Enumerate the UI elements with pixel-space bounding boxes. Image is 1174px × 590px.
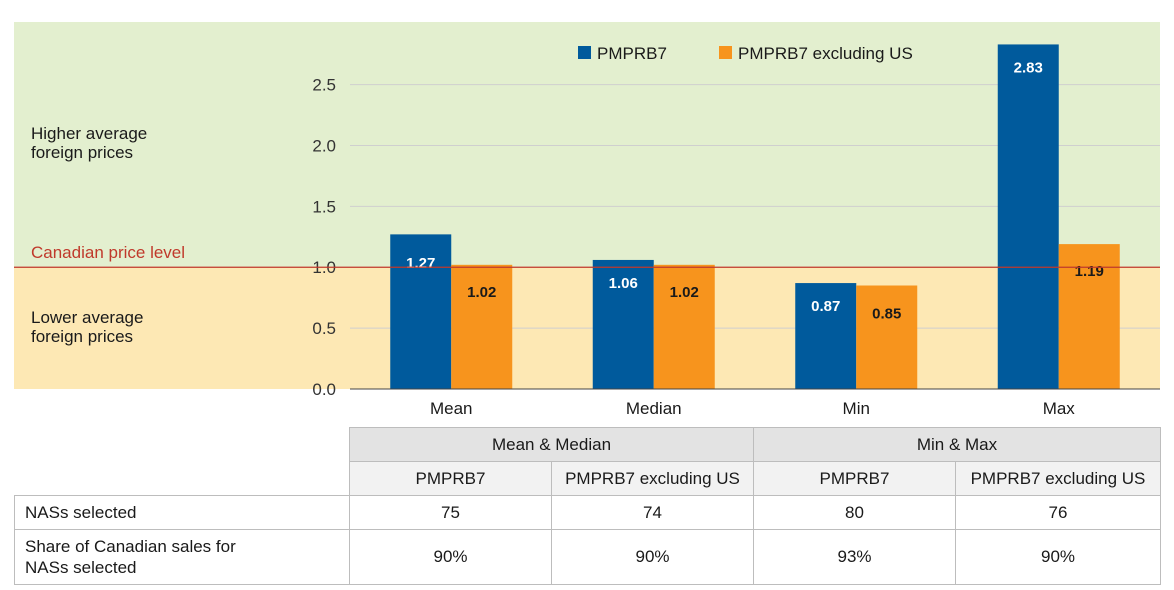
bar-value-label: 0.87 [811,298,840,315]
legend-swatch [578,46,591,59]
reference-line-label: Canadian price level [31,243,185,262]
table-corner [15,462,350,496]
bar-value-label: 1.19 [1075,263,1104,280]
group-header-mean-median: Mean & Median [349,427,754,462]
row-label-share-of-sales: Share of Canadian sales for NASs selecte… [14,529,350,585]
table-cell: 80 [753,495,956,530]
bar [451,264,513,389]
table-row: Share of Canadian sales for NASs selecte… [14,529,1161,585]
y-tick-label: 0.5 [312,319,336,338]
region-label-above: foreign prices [31,143,133,162]
bar [390,234,452,389]
bar [856,285,918,389]
legend-swatch [719,46,732,59]
x-category-label: Median [626,399,682,418]
x-category-label: Max [1043,399,1076,418]
table-row: NASs selected 75 74 80 76 [14,495,1161,530]
bar-value-label: 0.85 [872,306,901,323]
y-tick-label: 0.0 [312,380,336,399]
sub-header: PMPRB7 [753,461,956,496]
bar-value-label: 2.83 [1014,59,1043,76]
bar [653,264,715,389]
sub-header: PMPRB7 [349,461,552,496]
sub-header: PMPRB7 excluding US [955,461,1161,496]
data-table: Mean & Median Min & Max PMPRB7 PMPRB7 ex… [14,427,1161,585]
table-cell: 76 [955,495,1161,530]
y-tick-label: 2.0 [312,136,336,155]
row-label-line: Share of Canadian sales for [25,537,236,556]
region-label-below: foreign prices [31,327,133,346]
bar [997,44,1059,389]
y-tick-label: 2.5 [312,76,336,95]
table-cell: 90% [349,529,552,585]
table-cell: 90% [955,529,1161,585]
bar-value-label: 1.27 [406,255,435,272]
table-cell: 90% [551,529,754,585]
y-tick-label: 1.5 [312,197,336,216]
legend-label: PMPRB7 excluding US [738,44,913,63]
row-label-line: NASs selected [25,558,137,577]
bar [1058,244,1120,389]
bar [592,259,654,389]
group-header-min-max: Min & Max [753,427,1161,462]
table-cell: 75 [349,495,552,530]
legend-label: PMPRB7 [597,44,667,63]
bar [795,283,857,389]
sub-header: PMPRB7 excluding US [551,461,754,496]
bar-value-label: 1.02 [467,284,496,301]
table-cell: 93% [753,529,956,585]
bar-value-label: 1.02 [670,284,699,301]
region-above [14,22,1160,268]
row-label-nas-selected: NASs selected [14,495,350,530]
x-category-label: Mean [430,399,473,418]
x-category-label: Min [843,399,870,418]
region-label-above: Higher average [31,124,147,143]
table-cell: 74 [551,495,754,530]
bar-value-label: 1.06 [609,275,638,292]
table-corner [15,428,350,462]
region-label-below: Lower average [31,308,143,327]
